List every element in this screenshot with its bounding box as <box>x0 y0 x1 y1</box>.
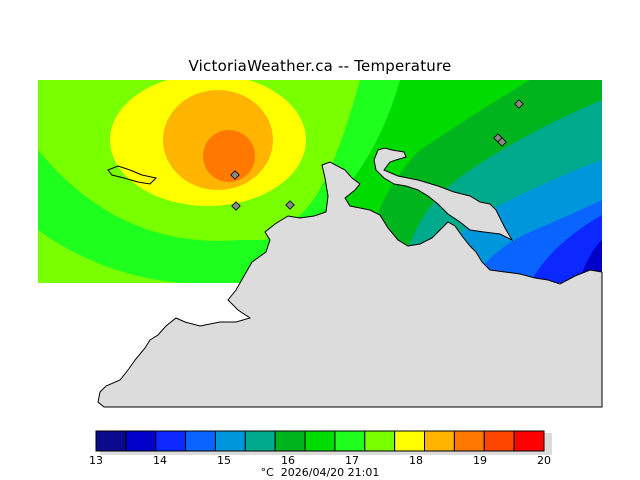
legend-tick-label: 19 <box>473 454 487 467</box>
station-marker <box>497 137 507 147</box>
legend-tick-label: 17 <box>345 454 359 467</box>
temperature-field <box>38 80 602 283</box>
legend-timestamp: 2026/04/20 21:01 <box>280 466 380 479</box>
legend-tick-label: 20 <box>537 454 551 467</box>
station-marker <box>285 200 295 210</box>
legend-bin <box>483 430 515 452</box>
station-marker <box>514 99 524 109</box>
legend-bin <box>304 430 336 452</box>
legend-bin <box>185 430 216 452</box>
station-markers <box>230 99 524 211</box>
legend-tick-label: 18 <box>409 454 423 467</box>
island-west <box>107 165 158 185</box>
legend-bin <box>424 430 455 452</box>
legend-bin <box>95 430 127 452</box>
legend-bins <box>95 430 545 452</box>
legend-bin <box>125 430 157 452</box>
band-17-5-corner <box>38 230 180 283</box>
legend-bin <box>364 430 396 452</box>
legend-unit: °C <box>260 466 274 479</box>
legend-caption: °C 2026/04/20 21:01 <box>0 466 640 479</box>
legend-tick-label: 14 <box>153 454 167 467</box>
legend-tick-label: 15 <box>217 454 231 467</box>
legend-tick-label: 13 <box>89 454 103 467</box>
band-19 <box>203 130 255 182</box>
station-marker <box>231 201 241 211</box>
peninsula-northeast <box>373 147 514 242</box>
station-marker <box>230 170 240 180</box>
legend-bin <box>274 430 306 452</box>
legend-bin <box>513 430 545 452</box>
band-14 <box>530 215 602 283</box>
legend-bin <box>155 430 187 452</box>
band-17-west <box>38 150 300 283</box>
land-mass <box>97 161 603 408</box>
legend-bin <box>453 430 485 452</box>
map-title: VictoriaWeather.ca -- Temperature <box>188 57 452 75</box>
legend-tick-label: 16 <box>281 454 295 467</box>
legend-bin <box>244 430 276 452</box>
legend-bin <box>334 430 366 452</box>
legend-bin <box>394 430 426 452</box>
legend-bin <box>214 430 246 452</box>
